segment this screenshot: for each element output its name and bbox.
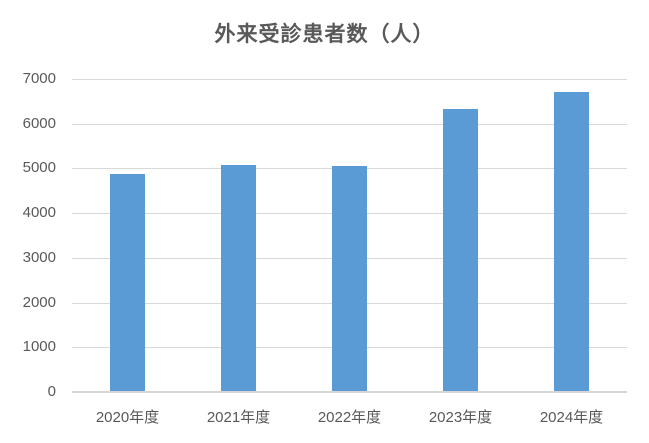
bar-2024年度 (554, 92, 589, 392)
gridline (72, 79, 627, 80)
x-axis-category-label: 2020年度 (95, 409, 160, 426)
y-axis-tick-label: 4000 (22, 204, 56, 221)
x-axis-category-label: 2021年度 (206, 409, 271, 426)
bar-2020年度 (110, 174, 145, 392)
bar-2021年度 (221, 165, 256, 392)
bar-2023年度 (443, 109, 478, 392)
y-axis-tick-label: 6000 (22, 115, 56, 132)
x-axis-category-label: 2023年度 (428, 409, 493, 426)
y-axis-tick-label: 2000 (22, 294, 56, 311)
bar-2022年度 (332, 166, 367, 392)
y-axis-tick-label: 1000 (22, 338, 56, 355)
x-axis-category-label: 2022年度 (317, 409, 382, 426)
y-axis-tick-label: 5000 (22, 159, 56, 176)
y-axis-tick-label: 7000 (22, 70, 56, 87)
gridline (72, 124, 627, 125)
y-axis-tick-label: 0 (47, 383, 56, 400)
x-axis-category-label: 2024年度 (539, 409, 604, 426)
y-axis-tick-label: 3000 (22, 249, 56, 266)
chart-title: 外来受診患者数（人） (214, 23, 435, 46)
x-axis-line (72, 391, 627, 393)
